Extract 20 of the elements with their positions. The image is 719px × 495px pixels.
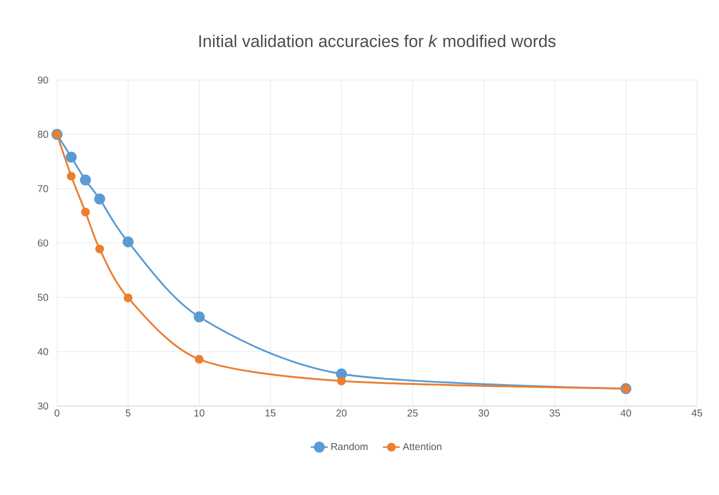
x-tick-label: 40 xyxy=(620,410,632,417)
x-tick-label: 0 xyxy=(54,410,60,417)
x-tick-label: 5 xyxy=(126,410,130,416)
x-tick-label: 25 xyxy=(408,410,418,417)
x-tick-label: 30 xyxy=(478,410,489,417)
x-tick-label: 15 xyxy=(266,410,276,416)
y-tick-label: 30 xyxy=(38,402,48,410)
chart-title: Initial validation accuracies for k modified words xyxy=(199,34,556,48)
legend-label: Random xyxy=(331,442,368,450)
y-tick-label: 40 xyxy=(38,348,48,356)
y-tick-label: 90 xyxy=(38,76,48,84)
x-tick-label: 10 xyxy=(194,410,204,417)
x-tick-label: 35 xyxy=(550,410,560,417)
legend-label: Attention xyxy=(402,442,442,450)
y-tick-label: 60 xyxy=(38,239,48,247)
y-tick-label: 80 xyxy=(38,130,48,138)
x-tick-label: 45 xyxy=(692,410,702,416)
y-tick-label: 70 xyxy=(38,185,48,192)
y-tick-label: 50 xyxy=(38,294,48,301)
x-tick-label: 20 xyxy=(336,410,347,417)
